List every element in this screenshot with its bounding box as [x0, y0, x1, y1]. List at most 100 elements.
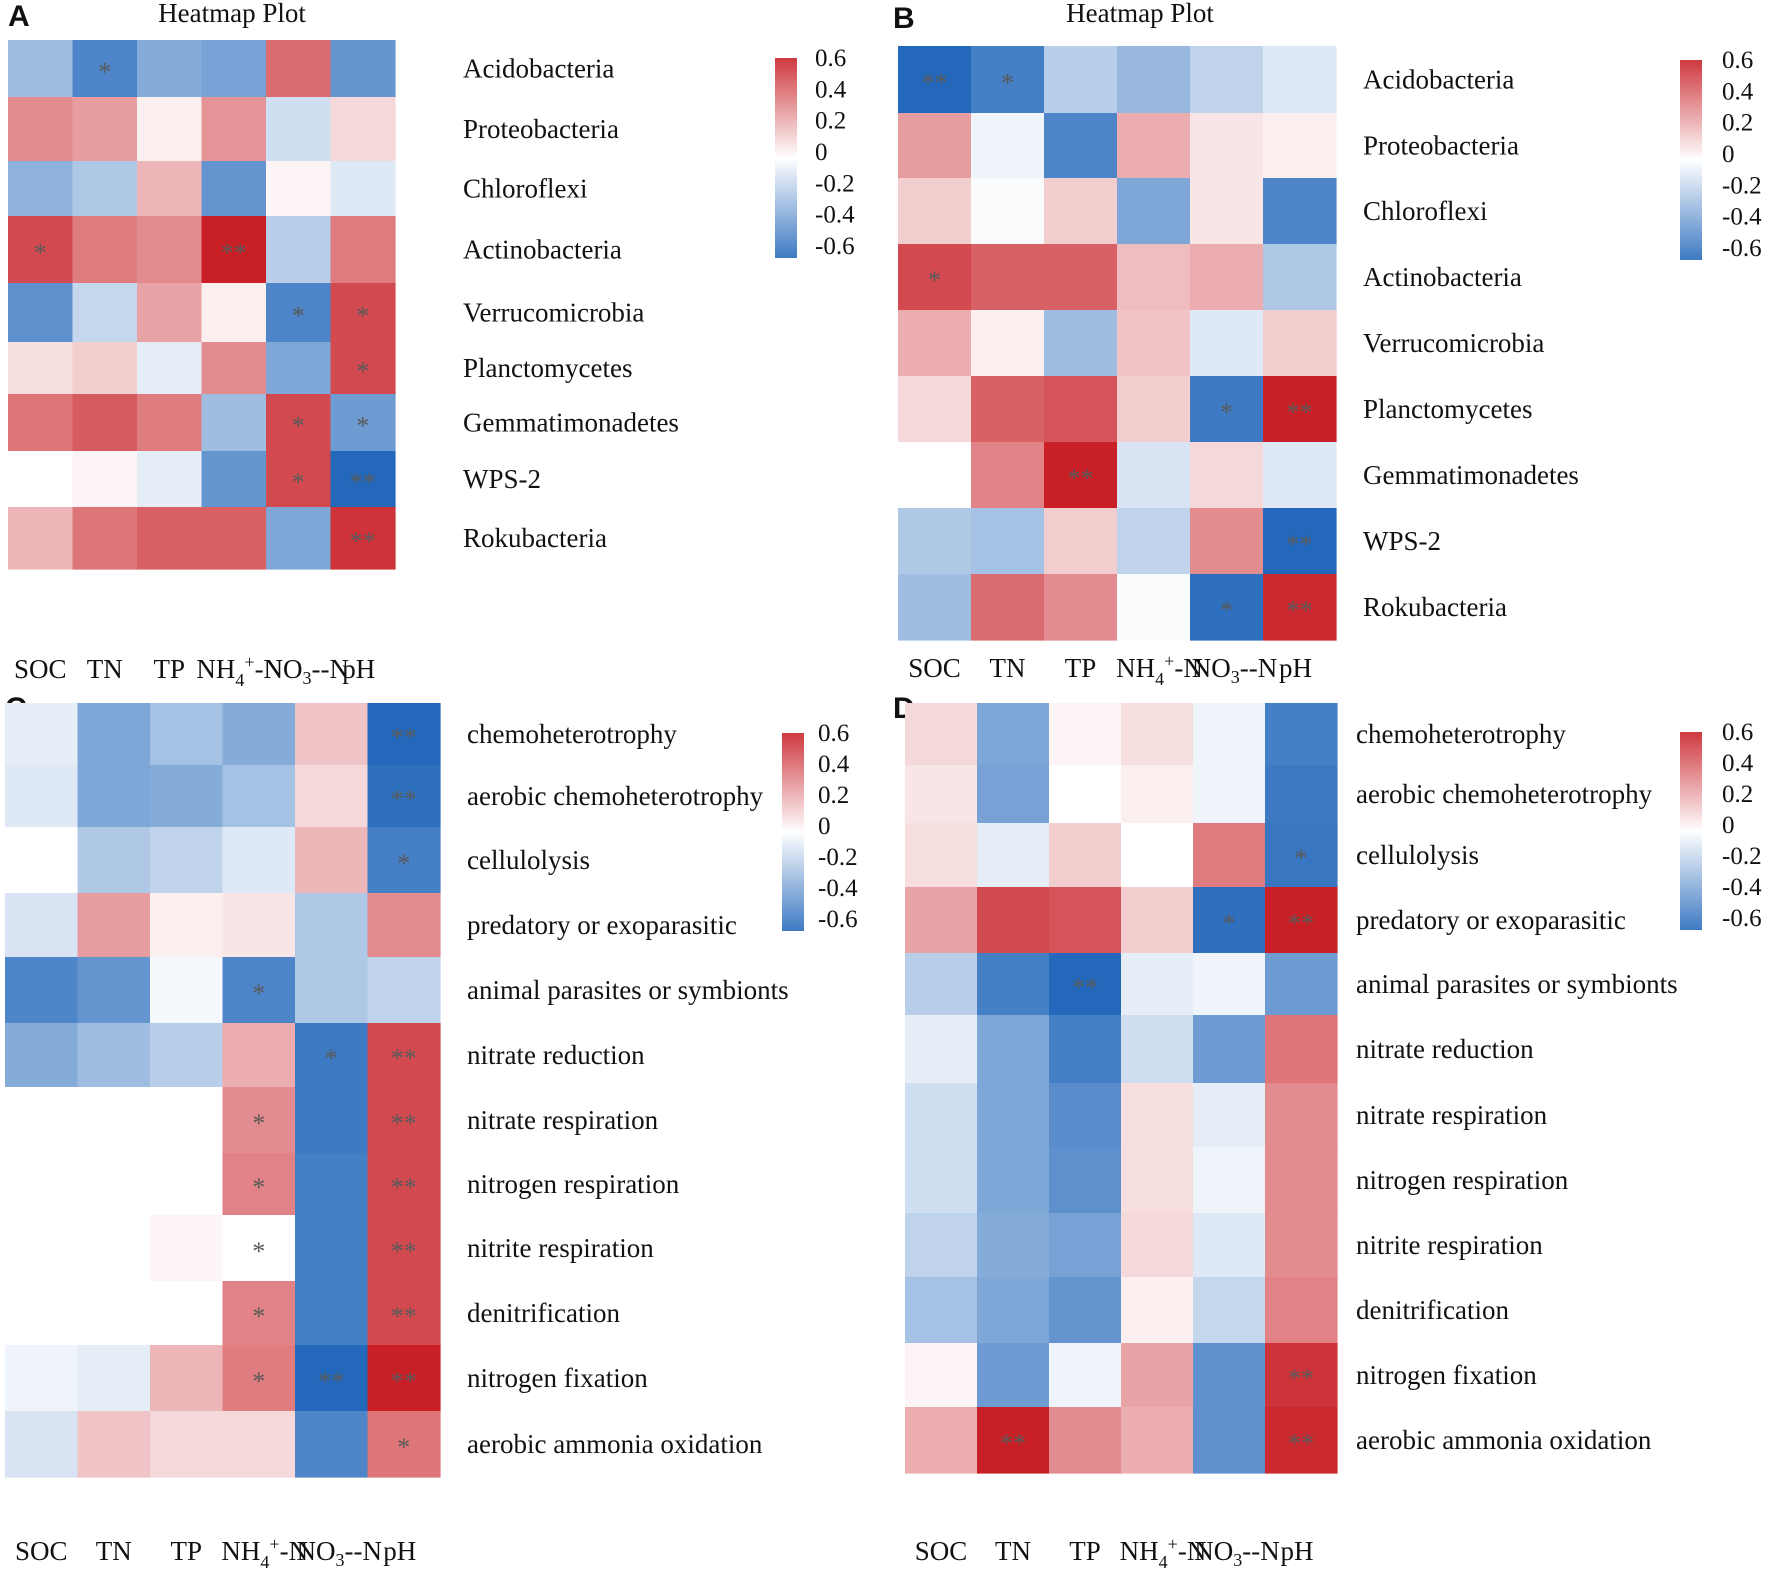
heatmap-cell [971, 442, 1045, 509]
heatmap-cell [1265, 1407, 1338, 1474]
heatmap-cell [1193, 1147, 1266, 1214]
heatmap-cell [137, 342, 203, 395]
colorbar-tick: 0.6 [818, 720, 849, 747]
heatmap-cell [201, 97, 267, 162]
row-label: cellulolysis [467, 845, 590, 875]
heatmap-cell [5, 1023, 79, 1088]
heatmap-cell [222, 1087, 296, 1154]
heatmap-cell [222, 1153, 296, 1216]
column-label: NO3--N [297, 1536, 382, 1570]
significance-mark: ** [1072, 973, 1098, 1002]
column-label: NO3--N [264, 654, 349, 688]
heatmap-cell [150, 1023, 224, 1088]
colorbar-tick: -0.4 [818, 875, 858, 902]
heatmap-cell [905, 765, 978, 824]
heatmap-cell [5, 827, 79, 894]
heatmap-cell [971, 574, 1045, 641]
column-label: SOC [15, 1536, 68, 1566]
significance-mark: ** [318, 1367, 344, 1396]
heatmap-cell [137, 507, 203, 570]
column-label: SOC [14, 654, 67, 684]
heatmap-cell [1263, 113, 1337, 179]
heatmap-cell [266, 394, 332, 452]
heatmap-cell [1265, 1147, 1338, 1214]
colorbar-tick: 0.2 [1722, 110, 1753, 137]
heatmap-cell [1265, 1083, 1338, 1148]
significance-mark: ** [391, 723, 417, 752]
significance-mark: ** [221, 239, 247, 268]
row-label: nitrogen respiration [467, 1169, 680, 1199]
significance-mark: * [1223, 909, 1236, 938]
heatmap-cell [1263, 46, 1337, 114]
colorbar-tick: -0.4 [1722, 874, 1762, 901]
row-label: Gemmatimonadetes [1363, 460, 1579, 490]
significance-mark: * [252, 1109, 265, 1138]
heatmap-cell [905, 703, 978, 766]
heatmap-cell [1263, 508, 1337, 575]
heatmap-cell [8, 97, 74, 162]
row-label: nitrate reduction [1356, 1034, 1534, 1064]
heatmap-cell [77, 1023, 151, 1088]
colorbar-tick: -0.2 [1722, 843, 1762, 870]
heatmap-cell [1044, 376, 1118, 443]
heatmap-cell [977, 887, 1050, 954]
heatmap-cell [905, 1277, 978, 1344]
heatmap-cell [1117, 376, 1191, 443]
heatmap-cell [1049, 765, 1122, 824]
heatmap-cell [905, 1213, 978, 1278]
heatmap-cell [1117, 508, 1191, 575]
heatmap-cell [898, 113, 972, 179]
heatmap-cell [5, 1153, 79, 1216]
heatmap-cell [977, 1343, 1050, 1408]
column-label: TP [170, 1536, 202, 1566]
colorbar-tick: -0.4 [815, 202, 855, 229]
heatmap-cell [201, 216, 267, 284]
row-label: animal parasites or symbionts [467, 975, 789, 1005]
heatmap-cell [1121, 703, 1194, 766]
heatmap-cell [367, 1411, 441, 1478]
heatmap-cell [1193, 703, 1266, 766]
heatmap-cell [1121, 823, 1194, 888]
heatmap-cell [1263, 574, 1337, 641]
heatmap-cell [330, 283, 396, 343]
heatmap-cell [5, 1345, 79, 1412]
heatmap-cell [201, 507, 267, 570]
heatmap-cell [137, 216, 203, 284]
row-label: aerobic ammonia oxidation [1356, 1425, 1652, 1455]
colorbar-tick: 0.6 [1722, 719, 1753, 746]
significance-mark: ** [1288, 909, 1314, 938]
heatmap-cell [5, 703, 79, 766]
significance-mark: ** [391, 785, 417, 814]
significance-mark: * [325, 1044, 338, 1073]
significance-mark: * [252, 979, 265, 1008]
row-label: cellulolysis [1356, 840, 1479, 870]
heatmap-cell [266, 451, 332, 508]
heatmap-cell [8, 507, 74, 570]
row-label: Rokubacteria [463, 523, 607, 553]
heatmap-cell [1190, 113, 1264, 179]
column-label: SOC [908, 653, 961, 683]
heatmap-cell [1117, 178, 1191, 245]
heatmap-cell [905, 1015, 978, 1084]
heatmap-cell [367, 1023, 441, 1088]
heatmap-cell [1265, 1277, 1338, 1344]
heatmap-cell [295, 827, 369, 894]
colorbar-tick: -0.2 [818, 844, 858, 871]
heatmap-cell [367, 893, 441, 958]
significance-mark: * [292, 412, 305, 441]
heatmap-cell [1117, 310, 1191, 377]
significance-mark: * [252, 1302, 265, 1331]
heatmap-cell [971, 376, 1045, 443]
heatmap-cell [72, 283, 138, 343]
heatmap-cell [905, 823, 978, 888]
heatmap-cell [1190, 244, 1264, 311]
heatmap-cell [137, 40, 203, 98]
heatmap-cell [898, 574, 972, 641]
row-label: aerobic chemoheterotrophy [1356, 779, 1653, 809]
colorbar-tick: 0.4 [1722, 78, 1754, 105]
significance-mark: * [1001, 69, 1014, 98]
column-label: pH [342, 654, 375, 684]
significance-mark: ** [391, 1173, 417, 1202]
heatmap-cell [898, 46, 972, 114]
significance-mark: * [356, 412, 369, 441]
